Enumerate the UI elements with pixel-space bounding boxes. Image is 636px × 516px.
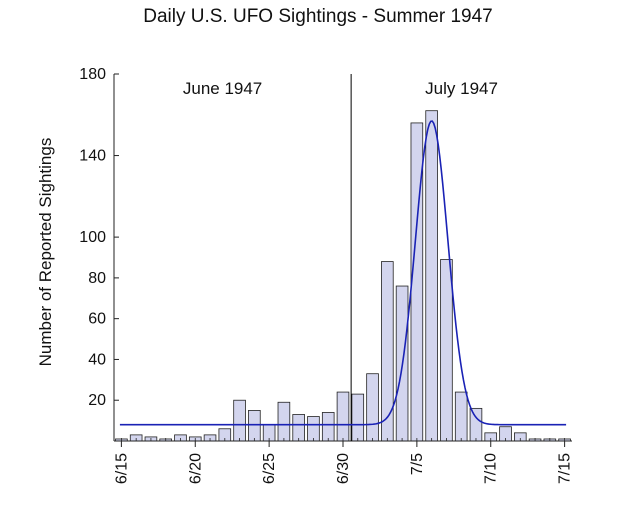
x-tick-label-7-10: 7/10: [483, 453, 500, 484]
bar-7-7: [440, 259, 453, 442]
labels-group: 20 40 60 80 100 140 180 6/15 6/20 6/25 6/30 7/5 7/10…: [79, 66, 573, 484]
bar-6-28: [307, 416, 320, 442]
y-tick-label-40: 40: [88, 351, 106, 368]
bar-6-27: [292, 414, 305, 442]
y-tick-label-20: 20: [88, 392, 106, 409]
y-tick-label-100: 100: [79, 229, 106, 246]
axes-group: [113, 73, 572, 447]
bar-6-26: [277, 401, 291, 442]
fit-curve: [119, 120, 567, 426]
x-tick-label-6-30: 6/30: [335, 453, 352, 484]
x-tick-label-6-15: 6/15: [113, 453, 130, 484]
bar-7-3: [381, 261, 394, 442]
y-tick-label-80: 80: [88, 270, 106, 287]
bar-7-9: [469, 407, 483, 442]
bar-7-8: [454, 391, 468, 442]
y-tick-label-140: 140: [79, 148, 106, 165]
y-tick-label-180: 180: [79, 66, 106, 83]
bar-6-24: [248, 410, 261, 442]
bar-6-30: [336, 391, 350, 442]
bar-7-1: [351, 393, 365, 442]
x-tick-label-6-20: 6/20: [187, 453, 204, 484]
bar-6-23: [233, 399, 246, 442]
bar-7-6: [425, 110, 438, 442]
y-tick-label-60: 60: [88, 311, 106, 328]
chart-title: Daily U.S. UFO Sightings - Summer 1947: [143, 6, 493, 27]
period-label-july: July 1947: [425, 79, 498, 98]
x-tick-label-7-5: 7/5: [409, 453, 426, 475]
bars-group: [115, 110, 571, 442]
x-tick-label-6-25: 6/25: [261, 453, 278, 484]
curve-group: [119, 120, 567, 426]
bar-7-5: [410, 122, 424, 442]
bar-7-2: [366, 373, 379, 442]
bar-6-29: [321, 412, 335, 442]
period-label-june: June 1947: [183, 79, 262, 98]
x-tick-label-7-15: 7/15: [557, 453, 574, 484]
